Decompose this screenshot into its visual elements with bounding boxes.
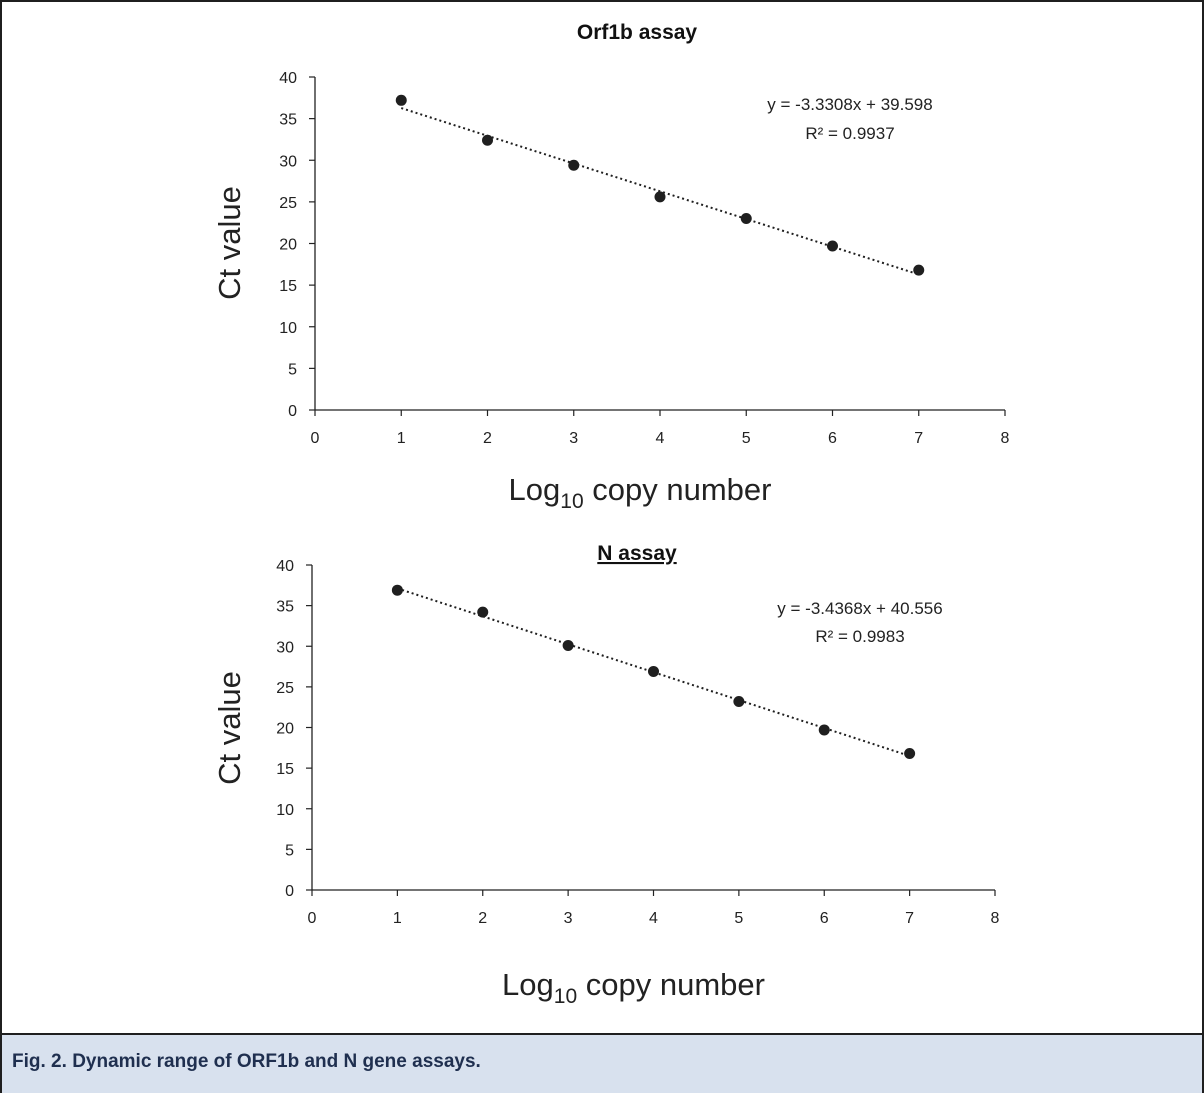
data-point [391,584,403,596]
data-point [904,748,916,759]
y-axis-label: Ct value [212,671,247,785]
figure-caption: Fig. 2. Dynamic range of ORF1b and N gen… [2,1033,1202,1093]
y-tick-label: 35 [279,112,297,129]
data-point [740,213,752,225]
regression-equation: y = -3.3308x + 39.598 [767,95,932,114]
data-point [562,639,574,651]
y-tick-label: 30 [276,639,294,656]
y-tick-label: 35 [276,599,294,616]
y-tick-label: 10 [279,320,297,337]
chart-2: N assay 0 5 10 15 20 25 30 35 40 0 1 2 3 4 5 6 7 8 y = -3.4… [212,542,1000,1008]
x-tick-label: 2 [478,910,487,927]
x-tick-label: 1 [397,430,406,447]
y-tick-label: 25 [276,680,294,697]
data-point [733,696,745,707]
y-tick-label: 10 [276,802,294,819]
chart-title: N assay [597,542,677,565]
x-tick-label: 0 [311,430,320,447]
y-tick-label: 5 [285,842,294,859]
chart-title: Orf1b assay [577,21,698,44]
regression-equation: y = -3.4368x + 40.556 [777,599,942,618]
caption-label: Fig. 2. [12,1051,67,1072]
x-tick-label: 5 [734,910,743,927]
caption-body: Dynamic range of ORF1b and N gene assays… [72,1051,481,1072]
x-tick-label: 4 [656,430,665,447]
y-tick-label: 40 [279,70,297,87]
x-tick-label: 0 [308,910,317,927]
x-tick-label: 3 [569,430,578,447]
y-axis-label: Ct value [212,186,247,300]
r-squared-label: R² = 0.9937 [805,124,894,143]
y-tick-label: 0 [288,403,297,420]
x-tick-label: 1 [393,910,402,927]
r-squared-label: R² = 0.9983 [815,627,904,646]
data-point [395,94,407,106]
y-tick-label: 20 [279,237,297,254]
y-tick-label: 20 [276,721,294,738]
x-tick-label: 7 [914,430,923,447]
data-point [818,724,830,736]
x-tick-label: 8 [1001,430,1010,447]
data-point [827,240,838,252]
x-tick-label: 8 [991,910,1000,927]
data-point [913,264,925,276]
data-point [654,191,666,203]
y-tick-label: 30 [279,153,297,170]
chart-1: Orf1b assay 0 5 10 15 20 25 30 35 40 0 1 2 3 4 5 6 7 8 y = … [212,21,1010,513]
data-point [568,159,580,171]
caption-text: Fig. 2. Dynamic range of ORF1b and N gen… [12,1051,481,1073]
x-axis-label: Log10 copy number [502,967,765,1008]
x-tick-label: 6 [820,910,829,927]
x-tick-label: 2 [483,430,492,447]
y-tick-label: 15 [276,761,294,778]
x-tick-label: 5 [742,430,751,447]
x-tick-label: 4 [649,910,658,927]
x-tick-label: 7 [905,910,914,927]
data-point [648,665,659,677]
y-tick-label: 5 [288,361,297,378]
data-point [482,134,493,146]
x-tick-label: 3 [564,910,573,927]
data-point [477,606,489,618]
x-tick-label: 6 [828,430,837,447]
y-tick-label: 0 [285,883,294,900]
x-axis-label: Log10 copy number [509,472,772,513]
y-tick-label: 15 [279,278,297,295]
y-tick-label: 40 [276,558,294,575]
y-tick-label: 25 [279,195,297,212]
